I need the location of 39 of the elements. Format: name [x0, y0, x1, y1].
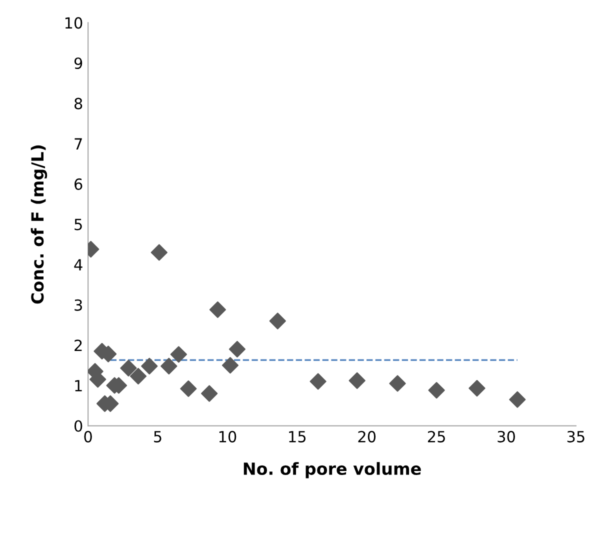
- x-tick-label: 25: [428, 430, 445, 442]
- x-axis-title: No. of pore volume: [244, 462, 421, 478]
- y-tick-label: 7: [74, 138, 82, 150]
- y-tick-label: 0: [74, 420, 82, 432]
- point: [228, 340, 246, 358]
- y-tick-label: 5: [74, 218, 82, 230]
- x-tick-label: 30: [498, 430, 515, 442]
- x-tick-label: 15: [289, 431, 306, 442]
- y-tick-label: 1: [75, 380, 82, 392]
- x-tick-label: 5: [154, 431, 162, 442]
- point: [269, 312, 286, 330]
- y-tick-label: 8: [74, 98, 82, 110]
- point: [209, 301, 226, 318]
- point: [389, 375, 406, 392]
- x-tick-label: 20: [358, 430, 376, 442]
- y-tick-label: 9: [74, 57, 82, 70]
- point: [170, 346, 187, 363]
- y-tick-label: 10: [65, 17, 82, 29]
- point: [428, 382, 445, 399]
- y-tick-label: 3: [74, 299, 82, 311]
- point: [509, 391, 526, 408]
- point: [222, 357, 239, 374]
- point: [150, 244, 168, 261]
- point: [160, 358, 178, 374]
- point: [130, 368, 147, 384]
- point: [180, 380, 197, 397]
- x-tick-label: 0: [84, 430, 92, 442]
- y-tick-label: 6: [74, 178, 82, 190]
- point: [141, 358, 158, 374]
- y-tick-label: 2: [74, 340, 82, 351]
- point: [310, 373, 326, 390]
- x-tick-label: 10: [219, 430, 236, 442]
- point: [468, 380, 486, 397]
- point: [120, 360, 137, 376]
- point: [201, 385, 218, 402]
- y-axis-title: Conc. of F (mg/L): [30, 145, 48, 304]
- y-tick-label: 4: [74, 259, 82, 270]
- x-tick-label: 35: [567, 430, 584, 442]
- point: [348, 372, 366, 389]
